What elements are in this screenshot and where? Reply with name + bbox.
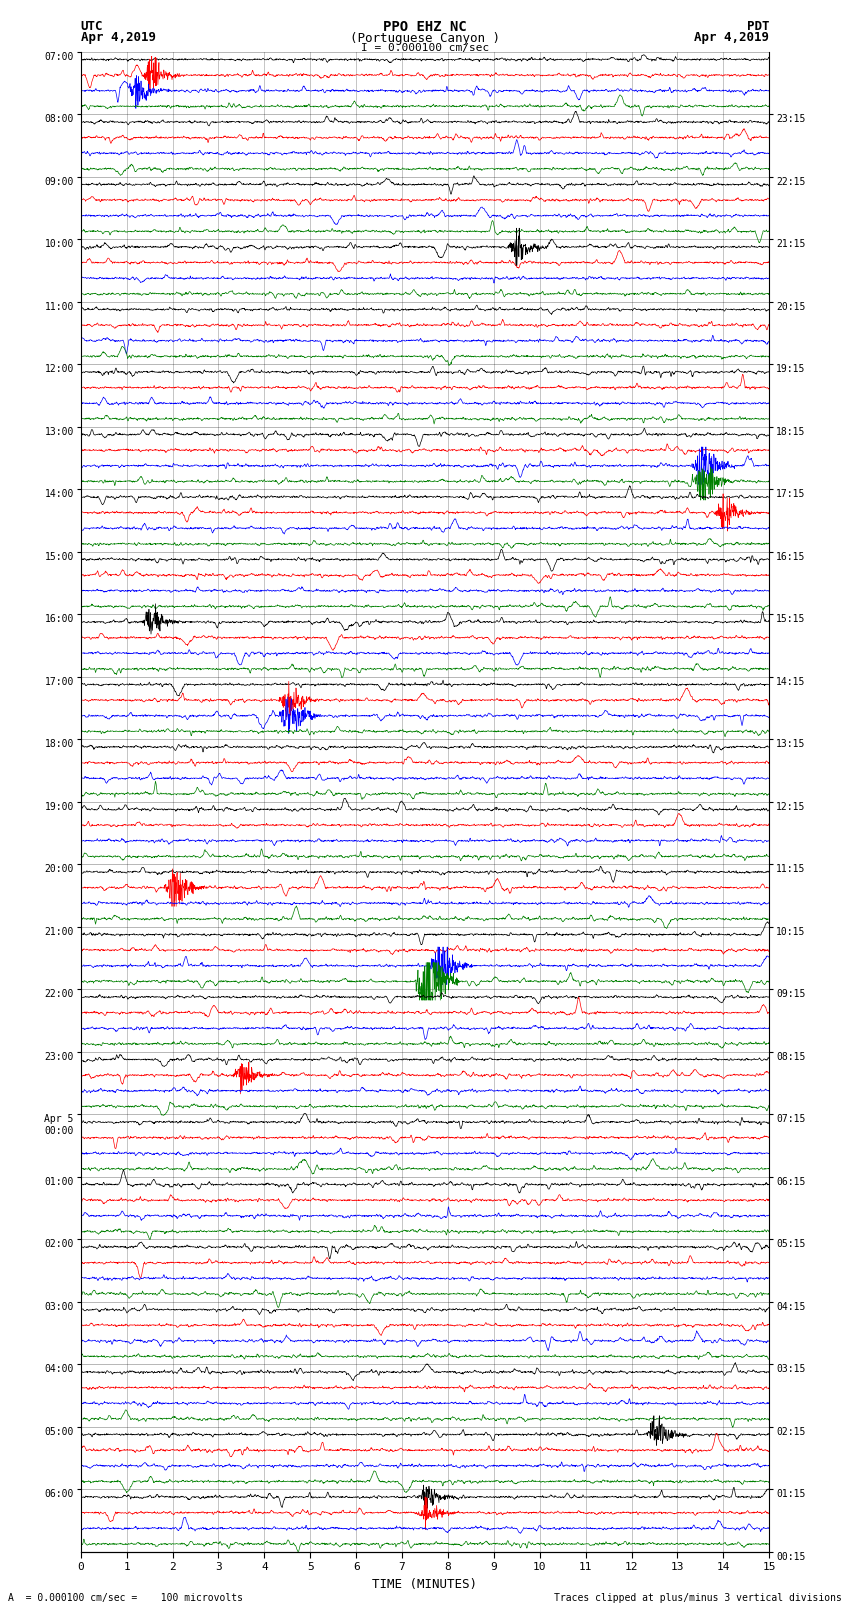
Text: PDT: PDT — [747, 19, 769, 34]
Text: (Portuguese Canyon ): (Portuguese Canyon ) — [350, 32, 500, 45]
Text: PPO EHZ NC: PPO EHZ NC — [383, 19, 467, 34]
Text: I = 0.000100 cm/sec: I = 0.000100 cm/sec — [361, 44, 489, 53]
Text: UTC: UTC — [81, 19, 103, 34]
Text: Apr 4,2019: Apr 4,2019 — [81, 31, 156, 44]
Text: Traces clipped at plus/minus 3 vertical divisions: Traces clipped at plus/minus 3 vertical … — [553, 1594, 842, 1603]
X-axis label: TIME (MINUTES): TIME (MINUTES) — [372, 1578, 478, 1590]
Text: A  = 0.000100 cm/sec =    100 microvolts: A = 0.000100 cm/sec = 100 microvolts — [8, 1594, 243, 1603]
Text: Apr 4,2019: Apr 4,2019 — [694, 31, 769, 44]
